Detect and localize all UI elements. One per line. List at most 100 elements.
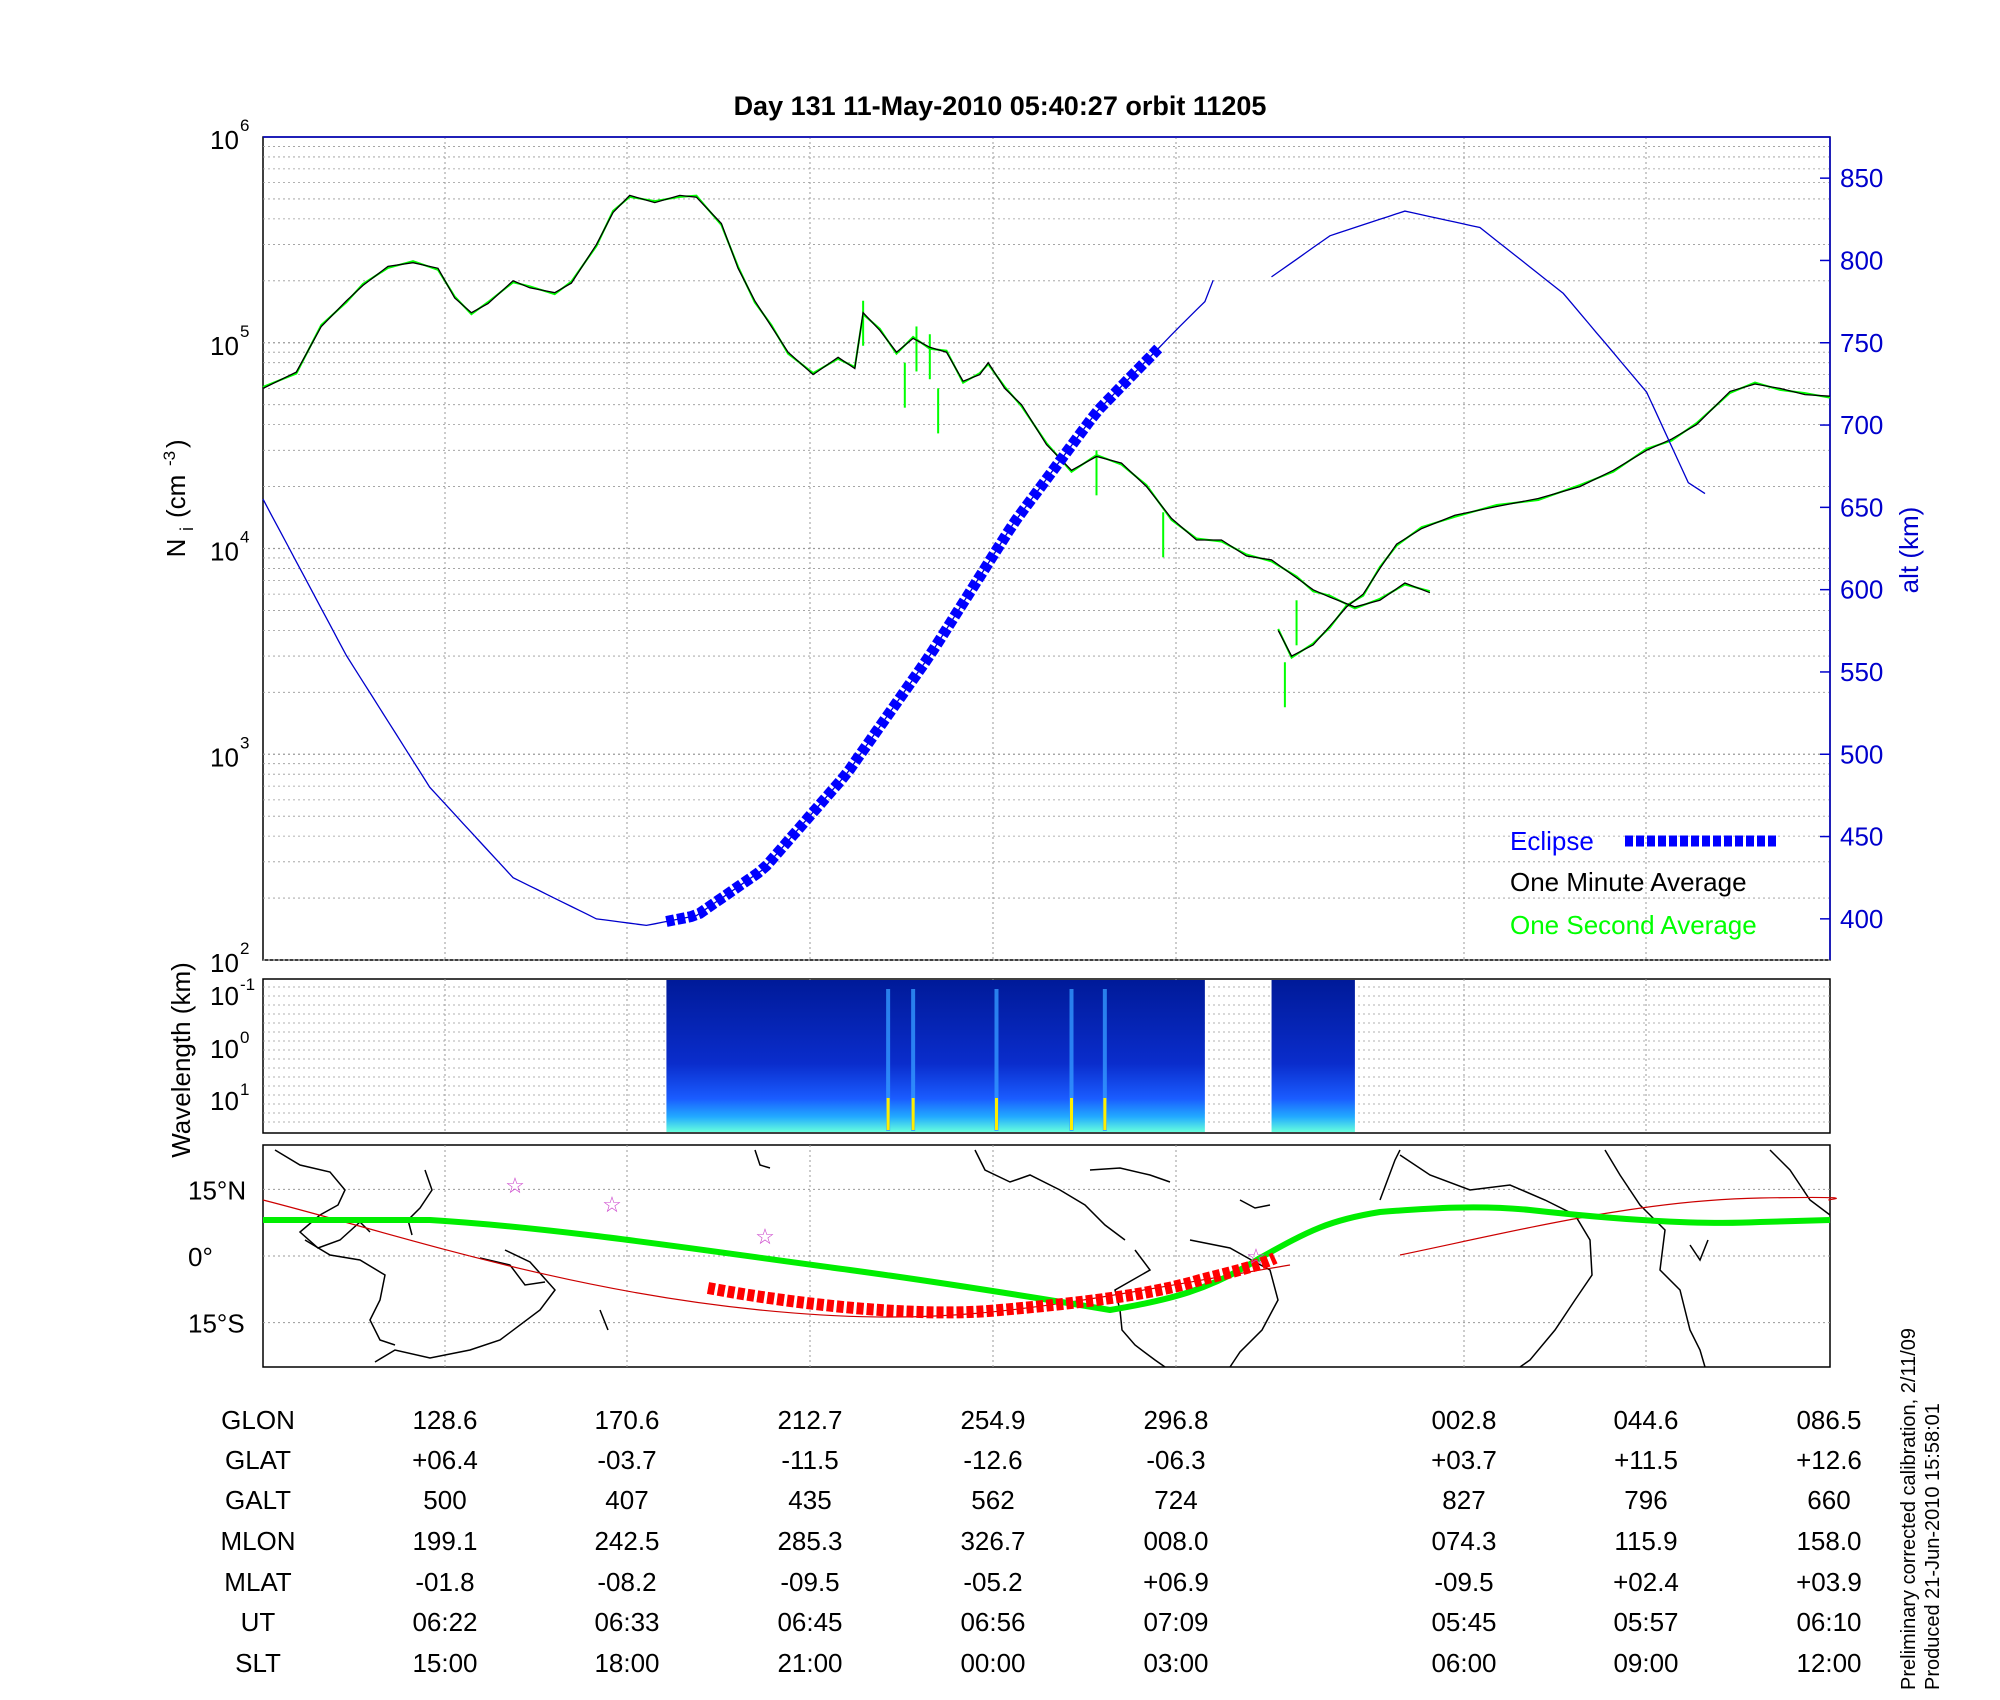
y-tick-exponent: 3: [240, 733, 249, 752]
station-star-marker: ☆: [602, 1192, 622, 1217]
table-cell: +03.9: [1796, 1567, 1862, 1597]
y-tick-label: 10 2: [210, 939, 249, 978]
alt-tick-label: 700: [1840, 410, 1883, 440]
y-tick-label: 10 5: [210, 322, 249, 361]
alt-tick-label: 400: [1840, 904, 1883, 934]
one-minute-average-line: [1277, 383, 1831, 657]
coastline: [1239, 1199, 1271, 1209]
table-cell: 562: [971, 1485, 1014, 1515]
spectrogram-bright-line: [1102, 989, 1107, 1131]
dip-equator-line: [1399, 1196, 1837, 1256]
table-cell: 086.5: [1796, 1405, 1861, 1435]
spectrogram-bright-core: [994, 1098, 998, 1130]
spec-tick-base: 10: [210, 1086, 239, 1116]
table-cell: 827: [1442, 1485, 1485, 1515]
eclipse-line: [665, 344, 1163, 927]
coastline: [1089, 1167, 1171, 1183]
coastline: [1399, 1154, 1593, 1368]
station-star-marker: ☆: [505, 1173, 525, 1198]
table-cell: 407: [605, 1485, 648, 1515]
footnote-line-2: Produced 21-Jun-2010 15:58:01: [1922, 1403, 1944, 1690]
table-cell: -08.2: [597, 1567, 656, 1597]
table-row-label: GLAT: [225, 1445, 291, 1475]
spectrogram-bright-core: [1103, 1098, 1107, 1130]
table-cell: 008.0: [1143, 1526, 1208, 1556]
table-cell: 254.9: [960, 1405, 1025, 1435]
table-cell: 128.6: [412, 1405, 477, 1435]
spec-tick-label: 10 -1: [210, 975, 255, 1011]
spec-y-label-text: Wavelength (km): [166, 962, 196, 1158]
coastline: [1689, 1239, 1709, 1262]
table-row-label: SLT: [235, 1648, 281, 1678]
table-cell: -05.2: [963, 1567, 1022, 1597]
table-cell: 07:09: [1143, 1607, 1208, 1637]
table-cell: 18:00: [594, 1648, 659, 1678]
table-cell: +12.6: [1796, 1445, 1862, 1475]
alt-tick-label: 550: [1840, 657, 1883, 687]
table-cell: 435: [788, 1485, 831, 1515]
spec-tick-label: 10 0: [210, 1028, 249, 1064]
table-cell: 044.6: [1613, 1405, 1678, 1435]
table-cell: 212.7: [777, 1405, 842, 1435]
table-cell: 285.3: [777, 1526, 842, 1556]
y-tick-label: 10 4: [210, 528, 249, 567]
table-row-label: MLON: [220, 1526, 295, 1556]
alt-tick-label: 800: [1840, 245, 1883, 275]
table-cell: 500: [423, 1485, 466, 1515]
table-cell: 660: [1807, 1485, 1850, 1515]
legend-minute-label: One Minute Average: [1510, 867, 1747, 897]
y-tick-exponent: 4: [240, 528, 249, 547]
orbit-map-panel: [262, 1144, 1837, 1368]
table-cell: 06:10: [1796, 1607, 1861, 1637]
y-axis-label-sub: i: [177, 527, 197, 531]
table-cell: 06:22: [412, 1607, 477, 1637]
coastline: [304, 1239, 396, 1346]
y-tick-label: 10 6: [210, 116, 249, 155]
legend-eclipse-label: Eclipse: [1510, 826, 1594, 856]
table-cell: 796: [1624, 1485, 1667, 1515]
spectrogram-bright-line: [994, 989, 999, 1131]
table-row-label: GALT: [225, 1485, 291, 1515]
y-tick-label: 10 3: [210, 733, 249, 772]
coastline: [1114, 1249, 1166, 1368]
y-tick-exponent: 5: [240, 322, 249, 341]
spectrogram-bright-core: [1070, 1098, 1074, 1130]
y-axis-label-unit: (cm: [161, 475, 191, 518]
legend: Eclipse One Minute Average One Second Aver…: [1510, 826, 1778, 940]
y-tick-base: 10: [210, 537, 239, 567]
alt-tick-label: 850: [1840, 163, 1883, 193]
station-star-marker: ☆: [1246, 1244, 1266, 1269]
table-cell: +06.4: [412, 1445, 478, 1475]
table-cell: 06:00: [1431, 1648, 1496, 1678]
one-minute-average-line: [262, 194, 1431, 608]
table-cell: +06.9: [1143, 1567, 1209, 1597]
y-axis-label: Ni (cm -3): [160, 439, 197, 557]
coastline: [974, 1149, 1126, 1241]
alt-axis-label-text: alt (km): [1894, 507, 1924, 594]
table-cell: -03.7: [597, 1445, 656, 1475]
table-cell: 115.9: [1614, 1526, 1677, 1556]
y-tick-base: 10: [210, 125, 239, 155]
coastline: [407, 1169, 433, 1236]
table-cell: 074.3: [1431, 1526, 1496, 1556]
table-cell: 158.0: [1796, 1526, 1861, 1556]
table-cell: 05:45: [1431, 1607, 1496, 1637]
chart-title: Day 131 11-May-2010 05:40:27 orbit 11205: [734, 91, 1267, 121]
y-axis-label-close: ): [161, 439, 191, 448]
map-lat-label: 15°N: [188, 1175, 246, 1205]
table-row-label: GLON: [221, 1405, 295, 1435]
map-lat-label: 15°S: [188, 1309, 245, 1339]
coastline: [754, 1149, 771, 1169]
y-axis-label-n: N: [161, 539, 191, 558]
table-cell: +03.7: [1431, 1445, 1497, 1475]
station-star-marker: ☆: [755, 1224, 775, 1249]
spec-tick-base: 10: [210, 981, 239, 1011]
spec-tick-base: 10: [210, 1034, 239, 1064]
table-cell: -06.3: [1146, 1445, 1205, 1475]
y-axis-label-exp: -3: [160, 451, 179, 466]
spectrogram-data-block: [666, 980, 1205, 1132]
one-second-average-line: [262, 194, 1431, 610]
